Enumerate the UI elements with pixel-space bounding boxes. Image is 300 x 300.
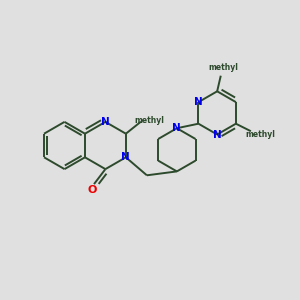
Text: N: N <box>101 117 110 127</box>
Text: N: N <box>172 123 181 133</box>
Text: methyl: methyl <box>245 130 275 139</box>
Text: O: O <box>88 184 97 194</box>
Text: N: N <box>122 152 130 162</box>
Text: N: N <box>213 130 221 140</box>
Text: methyl: methyl <box>134 116 164 125</box>
Text: N: N <box>194 97 203 107</box>
Text: methyl: methyl <box>209 63 239 72</box>
